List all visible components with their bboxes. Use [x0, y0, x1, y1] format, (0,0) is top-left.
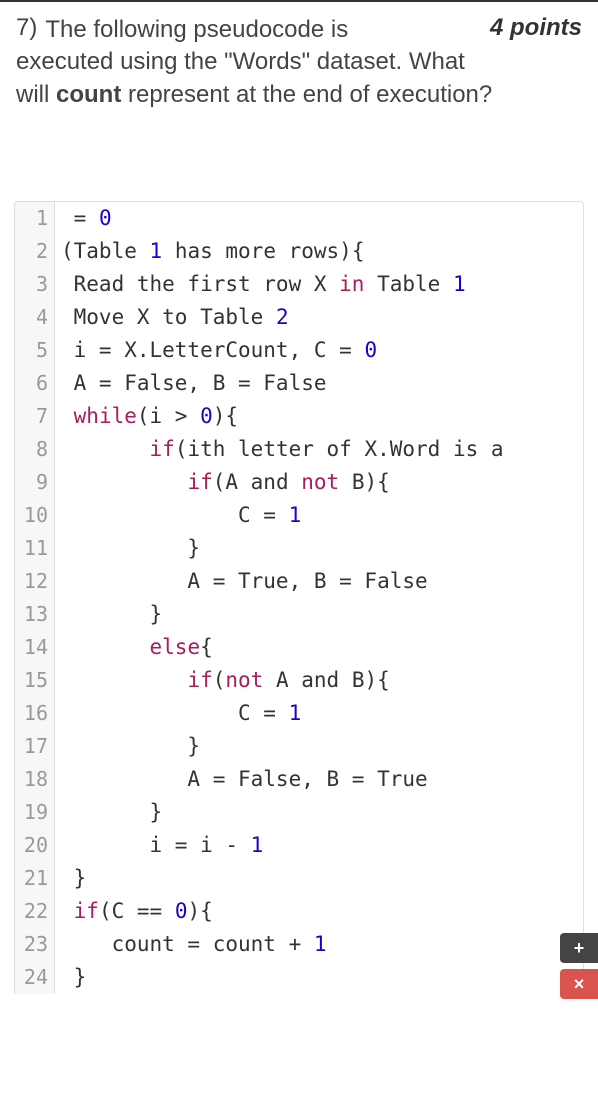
code-content: = 0 [55, 202, 112, 235]
close-button[interactable]: × [560, 969, 598, 999]
code-content: if(not A and B){ [55, 664, 390, 697]
code-content: } [55, 961, 86, 994]
question-text-line1: The following pseudocode is [45, 14, 480, 46]
code-block: 1 = 02(Table 1 has more rows){3 Read the… [14, 201, 584, 994]
line-number: 10 [15, 499, 55, 532]
code-content: A = False, B = False [55, 367, 327, 400]
code-content: count = count + 1 [55, 928, 327, 961]
code-line: 8 if(ith letter of X.Word is a [15, 433, 583, 466]
code-content: while(i > 0){ [55, 400, 238, 433]
line-number: 6 [15, 367, 55, 400]
code-line: 15 if(not A and B){ [15, 664, 583, 697]
code-line: 10 C = 1 [15, 499, 583, 532]
line-number: 23 [15, 928, 55, 961]
code-line: 21 } [15, 862, 583, 895]
code-line: 24 } [15, 961, 583, 994]
line-number: 13 [15, 598, 55, 631]
code-content: C = 1 [55, 499, 301, 532]
add-button[interactable]: + [560, 933, 598, 963]
line-number: 16 [15, 697, 55, 730]
line-number: 12 [15, 565, 55, 598]
line-number: 9 [15, 466, 55, 499]
code-content: } [55, 796, 162, 829]
line-number: 1 [15, 202, 55, 235]
close-icon: × [574, 974, 585, 995]
code-content: } [55, 598, 162, 631]
line-number: 24 [15, 961, 55, 994]
line-number: 20 [15, 829, 55, 862]
code-line: 13 } [15, 598, 583, 631]
plus-icon: + [574, 938, 585, 959]
code-line: 19 } [15, 796, 583, 829]
code-line: 3 Read the first row X in Table 1 [15, 268, 583, 301]
code-content: if(A and not B){ [55, 466, 390, 499]
code-line: 12 A = True, B = False [15, 565, 583, 598]
line-number: 5 [15, 334, 55, 367]
question-text-line2: executed using the "Words" dataset. What [16, 46, 582, 78]
line-number: 7 [15, 400, 55, 433]
code-line: 14 else{ [15, 631, 583, 664]
code-line: 9 if(A and not B){ [15, 466, 583, 499]
fab-stack: + × [560, 933, 598, 999]
code-line: 20 i = i - 1 [15, 829, 583, 862]
code-content: Read the first row X in Table 1 [55, 268, 466, 301]
line-number: 22 [15, 895, 55, 928]
code-content: A = True, B = False [55, 565, 428, 598]
code-line: 11 } [15, 532, 583, 565]
line-number: 15 [15, 664, 55, 697]
question-text-count: count [56, 81, 121, 108]
code-content: if(C == 0){ [55, 895, 213, 928]
question-text-line3b: represent at the end of execution? [121, 81, 492, 108]
line-number: 19 [15, 796, 55, 829]
question-text-line3: will count represent at the end of execu… [16, 79, 582, 111]
question-text-line3a: will [16, 81, 56, 108]
line-number: 17 [15, 730, 55, 763]
code-line: 17 } [15, 730, 583, 763]
code-line: 18 A = False, B = True [15, 763, 583, 796]
code-content: Move X to Table 2 [55, 301, 289, 334]
code-line: 1 = 0 [15, 202, 583, 235]
code-content: if(ith letter of X.Word is a [55, 433, 504, 466]
code-content: i = i - 1 [55, 829, 263, 862]
code-content: i = X.LetterCount, C = 0 [55, 334, 377, 367]
code-content: C = 1 [55, 697, 301, 730]
code-line: 7 while(i > 0){ [15, 400, 583, 433]
code-line: 5 i = X.LetterCount, C = 0 [15, 334, 583, 367]
code-content: A = False, B = True [55, 763, 428, 796]
code-content: } [55, 532, 200, 565]
question-number: 7) [16, 14, 37, 42]
line-number: 21 [15, 862, 55, 895]
code-content: } [55, 730, 200, 763]
code-content: } [55, 862, 86, 895]
code-content: (Table 1 has more rows){ [55, 235, 364, 268]
line-number: 2 [15, 235, 55, 268]
code-content: else{ [55, 631, 213, 664]
code-line: 6 A = False, B = False [15, 367, 583, 400]
code-line: 16 C = 1 [15, 697, 583, 730]
code-line: 22 if(C == 0){ [15, 895, 583, 928]
code-line: 4 Move X to Table 2 [15, 301, 583, 334]
line-number: 18 [15, 763, 55, 796]
line-number: 14 [15, 631, 55, 664]
code-line: 23 count = count + 1 [15, 928, 583, 961]
line-number: 4 [15, 301, 55, 334]
code-line: 2(Table 1 has more rows){ [15, 235, 583, 268]
question-header: 7) The following pseudocode is 4 points [16, 14, 582, 46]
line-number: 8 [15, 433, 55, 466]
line-number: 3 [15, 268, 55, 301]
question-points: 4 points [490, 14, 582, 42]
question-block: 7) The following pseudocode is 4 points … [0, 2, 598, 111]
line-number: 11 [15, 532, 55, 565]
